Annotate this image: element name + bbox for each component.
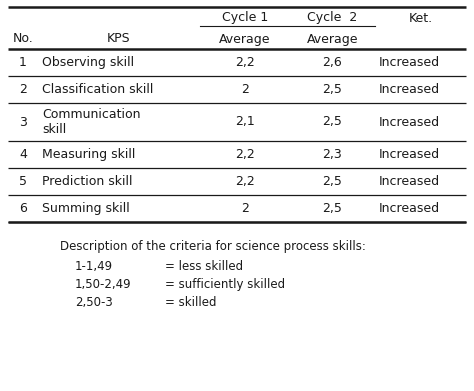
Text: Increased: Increased	[379, 83, 440, 96]
Text: 2,1: 2,1	[235, 115, 255, 129]
Text: = skilled: = skilled	[165, 296, 217, 309]
Text: Increased: Increased	[379, 56, 440, 69]
Text: Average: Average	[307, 32, 358, 45]
Text: Cycle  2: Cycle 2	[307, 11, 357, 25]
Text: Cycle 1: Cycle 1	[222, 11, 268, 25]
Text: 2: 2	[241, 202, 249, 215]
Text: = less skilled: = less skilled	[165, 260, 243, 273]
Text: Classification skill: Classification skill	[42, 83, 154, 96]
Text: 2,2: 2,2	[235, 56, 255, 69]
Text: 2,2: 2,2	[235, 148, 255, 161]
Text: Increased: Increased	[379, 175, 440, 188]
Text: Communication
skill: Communication skill	[42, 108, 140, 136]
Text: Ket.: Ket.	[409, 11, 433, 25]
Text: Description of the criteria for science process skills:: Description of the criteria for science …	[60, 240, 366, 253]
Text: 2,50-3: 2,50-3	[75, 296, 113, 309]
Text: Increased: Increased	[379, 115, 440, 129]
Text: = sufficiently skilled: = sufficiently skilled	[165, 278, 285, 291]
Text: No.: No.	[13, 32, 33, 45]
Text: Summing skill: Summing skill	[42, 202, 130, 215]
Text: Average: Average	[219, 32, 271, 45]
Text: 2,5: 2,5	[323, 115, 342, 129]
Text: 5: 5	[19, 175, 27, 188]
Text: 2: 2	[241, 83, 249, 96]
Text: 4: 4	[19, 148, 27, 161]
Text: 1: 1	[19, 56, 27, 69]
Text: KPS: KPS	[107, 32, 131, 45]
Text: 2,5: 2,5	[323, 202, 342, 215]
Text: Observing skill: Observing skill	[42, 56, 134, 69]
Text: 2: 2	[19, 83, 27, 96]
Text: Measuring skill: Measuring skill	[42, 148, 136, 161]
Text: Prediction skill: Prediction skill	[42, 175, 133, 188]
Text: Increased: Increased	[379, 148, 440, 161]
Text: 1,50-2,49: 1,50-2,49	[75, 278, 132, 291]
Text: 2,2: 2,2	[235, 175, 255, 188]
Text: 3: 3	[19, 115, 27, 129]
Text: 2,5: 2,5	[323, 175, 342, 188]
Text: 6: 6	[19, 202, 27, 215]
Text: 1-1,49: 1-1,49	[75, 260, 113, 273]
Text: Increased: Increased	[379, 202, 440, 215]
Text: 2,3: 2,3	[323, 148, 342, 161]
Text: 2,6: 2,6	[323, 56, 342, 69]
Text: 2,5: 2,5	[323, 83, 342, 96]
